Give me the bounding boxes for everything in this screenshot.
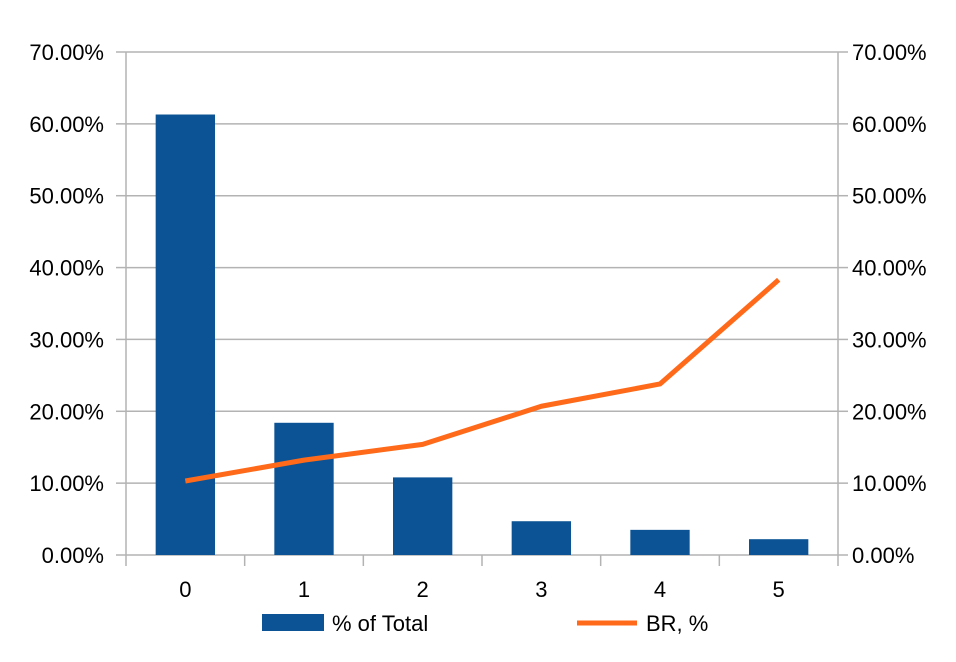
y2-tick-label: 70.00% [852, 40, 927, 65]
bar [630, 529, 690, 555]
y2-tick-label: 50.00% [852, 184, 927, 209]
x-tick-label: 5 [773, 577, 785, 602]
y-tick-label: 10.00% [29, 471, 104, 496]
gridlines [126, 51, 838, 484]
y-tick-label: 40.00% [29, 256, 104, 281]
legend: % of Total BR, % [262, 611, 708, 636]
legend-label-line: BR, % [646, 611, 708, 636]
y-tick-label: 30.00% [29, 327, 104, 352]
line-series-path [184, 277, 781, 484]
bar [274, 422, 334, 555]
y-tick-label: 20.00% [29, 399, 104, 424]
x-tick-label: 2 [417, 577, 429, 602]
y2-tick-label: 0.00% [852, 543, 914, 568]
y2-tick-label: 30.00% [852, 327, 927, 352]
y-tick-label: 60.00% [29, 112, 104, 137]
x-tick-label: 4 [654, 577, 666, 602]
bar [155, 114, 215, 555]
y-tick-label: 70.00% [29, 40, 104, 65]
y2-tick-label: 20.00% [852, 399, 927, 424]
legend-label-bar: % of Total [332, 611, 428, 636]
y-tick-label: 50.00% [29, 184, 104, 209]
y2-tick-label: 60.00% [852, 112, 927, 137]
bar [511, 521, 571, 555]
legend-swatch-bar [262, 614, 324, 631]
line-series [184, 277, 781, 484]
x-tick-label: 0 [179, 577, 191, 602]
bar [393, 477, 453, 555]
y2-tick-label: 40.00% [852, 256, 927, 281]
axes [116, 51, 848, 566]
tick-labels: 0.00% 0.00% 10.00% 10.00% 20.00% 20.00% 30.00%… [29, 40, 926, 602]
bar-series [155, 114, 809, 555]
y2-tick-label: 10.00% [852, 471, 927, 496]
bar [749, 539, 809, 555]
y-tick-label: 0.00% [42, 543, 104, 568]
x-tick-label: 3 [535, 577, 547, 602]
x-tick-label: 1 [298, 577, 310, 602]
